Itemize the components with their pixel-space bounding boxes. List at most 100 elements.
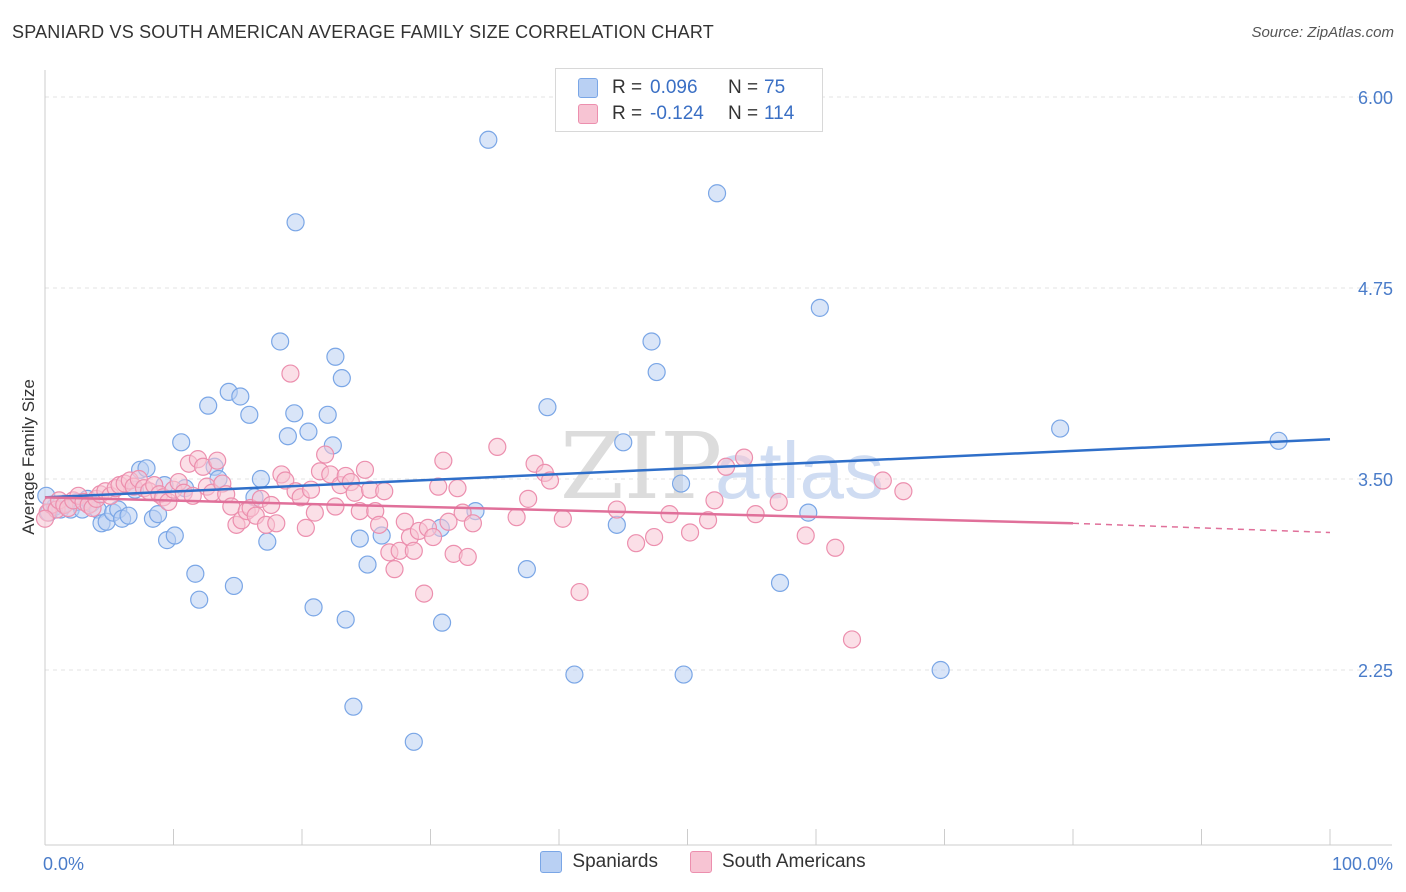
south-american-point-99 [644, 527, 664, 547]
south-american-point-56 [305, 503, 324, 522]
spaniard-point-32 [224, 576, 243, 596]
legend-label-south-americans: South Americans [721, 851, 866, 872]
grid-lines [45, 96, 1392, 671]
south-american-point-78 [414, 584, 434, 603]
spaniard-point-39 [278, 427, 297, 446]
spaniard-point-51 [358, 555, 377, 574]
spaniard-point-55 [432, 613, 452, 632]
south-american-point-95 [553, 509, 572, 528]
spaniard-point-65 [671, 474, 691, 493]
south-american-point-54 [296, 518, 315, 537]
spaniard-point-27 [190, 590, 209, 609]
legend-row-south-americans: R = -0.124 N = 114 [578, 101, 794, 127]
south-american-point-91 [519, 489, 538, 508]
south-american-point-80 [423, 527, 443, 547]
spaniard-point-64 [647, 362, 666, 382]
spaniard-point-46 [326, 347, 345, 366]
spaniard-point-24 [172, 433, 191, 452]
south-american-point-109 [826, 538, 845, 557]
spaniard-point-68 [770, 573, 790, 593]
legend-item-south-americans: South Americans [689, 851, 866, 873]
south-american-point-103 [705, 491, 724, 510]
spaniard-point-44 [318, 405, 337, 424]
south-american-point-101 [680, 523, 700, 542]
spaniard-point-23 [165, 526, 184, 545]
spaniard-point-15 [119, 506, 138, 525]
south-american-point-85 [448, 479, 467, 498]
spaniard-point-47 [332, 369, 351, 388]
spaniard-point-42 [299, 422, 318, 441]
n-label: N = [728, 103, 759, 124]
spaniard-point-71 [931, 660, 950, 680]
south-american-point-98 [626, 534, 646, 553]
spaniard-point-58 [517, 560, 536, 579]
south-american-point-97 [607, 500, 626, 519]
spaniard-point-57 [479, 130, 498, 149]
south-american-point-110 [842, 630, 862, 649]
spaniard-point-41 [286, 213, 305, 232]
south-american-point-96 [570, 582, 589, 602]
south-american-point-76 [404, 541, 423, 560]
spaniard-point-49 [344, 697, 363, 716]
south-american-point-89 [488, 437, 507, 457]
south-american-point-94 [540, 471, 560, 490]
y-tick-label-3: 2.25 [1358, 661, 1393, 681]
spaniard-point-37 [258, 532, 277, 551]
series-legend: Spaniards South Americans [0, 851, 1406, 873]
south-american-point-47 [262, 495, 281, 515]
spaniards-legend-swatch [540, 851, 563, 873]
legend-label-spaniards: Spaniards [572, 851, 658, 872]
axes [44, 70, 1392, 846]
spaniard-point-43 [304, 598, 323, 617]
spaniards-trend-line [44, 438, 1331, 499]
south-american-point-105 [734, 448, 754, 467]
south-american-point-81 [429, 477, 448, 496]
spaniard-point-67 [707, 184, 727, 203]
n-label: N = [728, 77, 759, 98]
spaniard-point-53 [404, 732, 423, 751]
spaniard-point-66 [674, 665, 693, 684]
south-american-point-66 [355, 460, 375, 479]
spaniard-point-48 [336, 610, 355, 629]
spaniard-point-34 [240, 405, 259, 424]
chart-title: SPANIARD VS SOUTH AMERICAN AVERAGE FAMIL… [12, 22, 714, 42]
south-americans-legend-swatch [689, 851, 712, 873]
south-american-point-64 [345, 483, 364, 502]
spaniard-point-60 [565, 665, 584, 684]
spaniard-point-50 [350, 529, 369, 548]
spaniards-swatch [578, 78, 598, 98]
legend-row-spaniards: R = 0.096 N = 75 [578, 75, 785, 101]
watermark-atlas: atlas [715, 426, 884, 515]
south-american-point-82 [434, 451, 453, 470]
south-american-point-55 [301, 480, 321, 499]
south-american-point-48 [267, 514, 286, 533]
south-american-point-108 [796, 526, 815, 545]
n-value: 75 [764, 77, 786, 98]
y-tick-label-2: 3.50 [1358, 470, 1393, 490]
south-americans-trend-line [44, 496, 1074, 525]
watermark-zip: ZIP [560, 413, 722, 520]
south-americans-swatch [578, 104, 598, 124]
spaniard-point-59 [538, 398, 557, 417]
spaniard-point-20 [148, 505, 168, 524]
south-american-point-87 [458, 547, 477, 567]
r-label: R = [612, 77, 643, 98]
correlation-legend: R = 0.096 N = 75 R = -0.124 N = 114 [555, 68, 823, 132]
y-axis-label: Average Family Size [19, 379, 38, 535]
spaniard-point-36 [251, 469, 270, 489]
source-label: Source: ZipAtlas.com [1251, 24, 1394, 41]
spaniard-point-62 [614, 433, 633, 452]
y-tick-label-0: 6.00 [1358, 88, 1393, 108]
n-value: 114 [764, 103, 795, 124]
spaniard-point-38 [271, 332, 290, 351]
spaniard-point-63 [642, 332, 661, 351]
spaniard-point-28 [199, 396, 218, 415]
x-tick-label-max: 100.0% [1332, 854, 1393, 874]
south-american-point-107 [769, 492, 788, 512]
south-american-point-83 [439, 512, 458, 531]
south-american-point-69 [370, 515, 389, 534]
south-american-point-72 [385, 560, 404, 579]
legend-item-spaniards: Spaniards [540, 851, 658, 873]
r-value: -0.124 [650, 103, 704, 124]
x-tick-label-min: 0.0% [43, 854, 84, 874]
